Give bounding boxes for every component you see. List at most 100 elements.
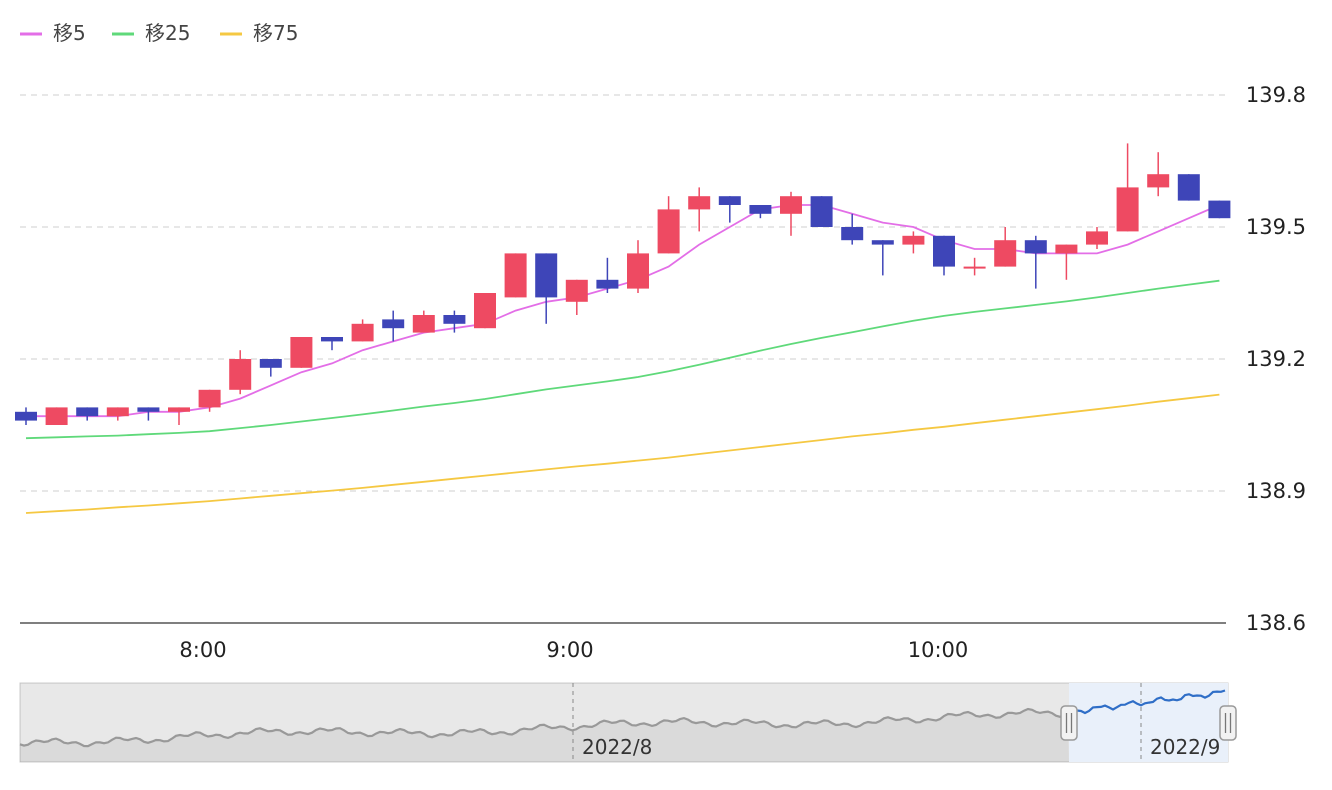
candle-body xyxy=(15,411,37,421)
handle-grip[interactable] xyxy=(1219,705,1237,741)
candle-body xyxy=(933,235,955,267)
candle-body xyxy=(137,407,160,412)
grid xyxy=(20,94,1226,624)
candle xyxy=(443,310,466,333)
candle xyxy=(963,257,986,276)
candle-body xyxy=(45,407,68,425)
candle xyxy=(596,257,619,293)
navigator-handle[interactable] xyxy=(1219,705,1237,741)
candle-body xyxy=(1086,231,1108,245)
candle xyxy=(718,196,741,223)
candle-body xyxy=(749,205,772,214)
candle-body xyxy=(596,279,619,289)
candle-body xyxy=(106,407,129,417)
candle xyxy=(1116,143,1139,232)
candle-body xyxy=(1147,174,1170,188)
candle xyxy=(76,407,99,421)
candle xyxy=(106,407,129,421)
handle-grip[interactable] xyxy=(1060,705,1078,741)
candle xyxy=(871,240,894,276)
candle xyxy=(627,240,649,293)
candle-body xyxy=(902,235,925,245)
legend: 移5 移25 移75 xyxy=(20,21,298,45)
candle xyxy=(1024,235,1047,289)
candle-body xyxy=(780,196,802,214)
ma-line xyxy=(25,393,1220,514)
candle xyxy=(1208,200,1231,219)
candle xyxy=(1086,227,1108,249)
candle-body xyxy=(1208,200,1231,219)
y-axis: 139.8 139.5 139.2 138.9 138.6 xyxy=(1246,83,1306,635)
candle-body xyxy=(565,279,588,302)
candle xyxy=(412,310,435,333)
candle-body xyxy=(810,196,833,227)
candle-body xyxy=(1177,174,1200,201)
candle xyxy=(657,196,680,254)
candle xyxy=(1147,152,1170,197)
candle-body xyxy=(168,407,190,412)
navigator-series xyxy=(19,707,1069,748)
candle xyxy=(1177,174,1200,201)
candle-body xyxy=(504,253,527,298)
y-tick-label: 138.6 xyxy=(1246,611,1306,635)
candle xyxy=(351,319,374,342)
candle-body xyxy=(76,407,99,417)
candle xyxy=(780,191,802,236)
candle xyxy=(198,389,221,412)
y-tick-label: 139.5 xyxy=(1246,215,1306,239)
ma-line xyxy=(25,279,1220,440)
candle-body xyxy=(657,209,680,254)
candle-body xyxy=(290,337,313,368)
candle xyxy=(474,293,496,329)
navigator-label: 2022/9 xyxy=(1150,735,1220,759)
ma-line xyxy=(26,204,1220,418)
x-tick-label: 8:00 xyxy=(179,638,226,662)
candle xyxy=(1055,244,1078,280)
candle xyxy=(688,187,711,232)
candles xyxy=(15,143,1231,425)
candle xyxy=(810,196,833,227)
legend-item[interactable]: 移25 xyxy=(112,21,190,45)
candle-body xyxy=(718,196,741,205)
candle xyxy=(535,253,558,324)
candle-body xyxy=(1116,187,1139,232)
candle-body xyxy=(382,319,405,329)
candle-body xyxy=(1024,240,1047,254)
candle-body xyxy=(198,389,221,408)
candle-body xyxy=(443,315,466,324)
candle-body xyxy=(841,227,864,241)
x-axis: 8:00 9:00 10:00 xyxy=(179,638,968,662)
candle-body xyxy=(351,323,374,342)
candle xyxy=(994,227,1017,267)
navigator-label: 2022/8 xyxy=(582,735,652,759)
candle xyxy=(382,310,405,342)
legend-item[interactable]: 移5 xyxy=(20,21,86,45)
legend-label: 移25 xyxy=(145,21,190,45)
candle xyxy=(565,279,588,315)
y-tick-label: 138.9 xyxy=(1246,479,1306,503)
candle-body xyxy=(963,266,986,269)
legend-label: 移5 xyxy=(53,21,86,45)
candle xyxy=(15,407,37,425)
navigator-handle[interactable] xyxy=(1060,705,1078,741)
navigator[interactable]: 2022/8 2022/9 xyxy=(19,682,1237,763)
x-tick-label: 10:00 xyxy=(908,638,969,662)
x-tick-label: 9:00 xyxy=(546,638,593,662)
candle-body xyxy=(535,253,558,298)
navigator-selected-series xyxy=(1068,689,1226,715)
candle xyxy=(933,235,955,276)
candle-body xyxy=(627,253,649,289)
moving-averages xyxy=(25,204,1220,514)
candle-body xyxy=(259,359,282,368)
candle xyxy=(137,407,160,421)
candle xyxy=(168,407,190,425)
candle xyxy=(45,407,68,425)
legend-label: 移75 xyxy=(253,21,298,45)
legend-item[interactable]: 移75 xyxy=(220,21,298,45)
candle-body xyxy=(1055,244,1078,254)
candle-body xyxy=(871,240,894,245)
candle-body xyxy=(994,240,1017,267)
candle-body xyxy=(688,196,711,210)
